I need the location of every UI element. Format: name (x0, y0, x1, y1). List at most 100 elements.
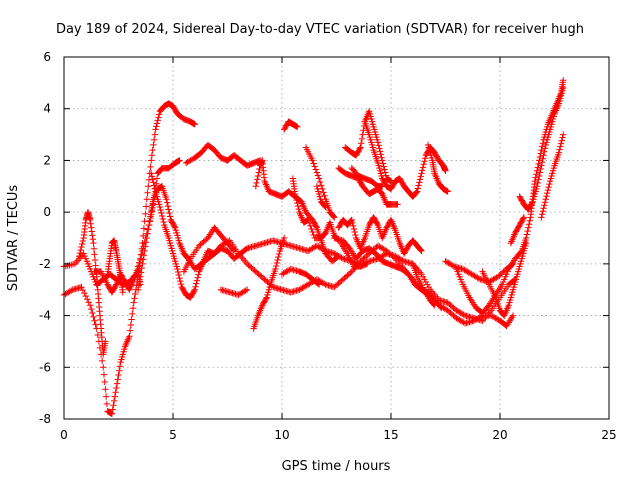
data-point (94, 331, 101, 339)
data-point (541, 199, 549, 206)
data-point (421, 155, 429, 162)
data-point (114, 376, 121, 383)
data-point (419, 167, 426, 174)
data-point (254, 172, 262, 180)
data-point (442, 167, 449, 174)
data-point (145, 183, 152, 190)
data-point (509, 312, 517, 319)
data-point (88, 305, 95, 313)
data-point (273, 259, 281, 267)
data-point (77, 253, 84, 261)
data-point (541, 145, 549, 152)
data-point (537, 165, 544, 173)
series-track-3 (76, 208, 109, 358)
data-point (413, 188, 421, 195)
x-axis-label: GPS time / hours (282, 459, 391, 474)
data-point (166, 209, 173, 217)
x-tick-label: 20 (492, 428, 507, 442)
data-point (136, 277, 143, 285)
plot-frame (63, 56, 610, 420)
data-point (111, 393, 119, 400)
data-point (357, 144, 364, 151)
data-point (88, 224, 95, 231)
data-point (230, 247, 238, 255)
data-point (315, 175, 323, 182)
data-point (356, 145, 363, 152)
data-point (113, 384, 120, 392)
data-point (546, 180, 553, 188)
data-point (293, 196, 300, 204)
series-track-19 (331, 234, 445, 312)
data-point (90, 239, 97, 247)
data-point (78, 243, 85, 251)
series-track-29 (479, 239, 530, 319)
data-point (359, 131, 366, 138)
data-point (254, 176, 261, 183)
data-point (78, 240, 86, 248)
data-point (137, 269, 145, 276)
data-points (60, 77, 567, 418)
data-point (148, 157, 155, 164)
data-point (156, 203, 164, 211)
data-point (308, 225, 315, 233)
data-point (380, 163, 387, 170)
data-point (533, 183, 541, 190)
data-point (164, 202, 172, 210)
data-point (381, 166, 388, 173)
data-point (555, 149, 563, 156)
data-point (528, 199, 536, 207)
series-track-32 (538, 131, 567, 221)
data-point (157, 206, 164, 214)
data-point (253, 179, 260, 187)
data-point (74, 257, 82, 264)
data-point (538, 214, 545, 221)
data-point (151, 185, 159, 192)
data-point (523, 231, 531, 238)
data-point (134, 286, 142, 293)
data-point (174, 265, 181, 273)
series-track-20 (342, 108, 395, 185)
series-track-22 (337, 239, 371, 270)
data-point (544, 189, 551, 197)
data-point (85, 299, 92, 306)
data-point (377, 151, 385, 158)
data-point (421, 158, 428, 165)
x-tick-label: 0 (60, 428, 68, 442)
data-point (540, 205, 547, 212)
data-point (436, 303, 444, 310)
data-point (321, 202, 329, 210)
data-point (78, 283, 85, 291)
data-point (536, 169, 544, 176)
data-point (135, 282, 143, 289)
data-point (191, 121, 198, 128)
data-point (152, 126, 159, 133)
data-point (139, 239, 146, 247)
data-point (526, 217, 533, 224)
data-point (115, 371, 122, 379)
data-point (155, 111, 163, 118)
data-point (143, 196, 151, 203)
data-point (146, 217, 153, 224)
data-point (148, 152, 156, 159)
data-point (376, 145, 383, 152)
data-point (112, 389, 119, 396)
data-point (229, 246, 237, 253)
data-point (416, 179, 423, 186)
data-point (98, 357, 106, 365)
x-tick-label: 5 (169, 428, 177, 442)
data-point (158, 209, 165, 217)
data-point (79, 286, 87, 294)
data-point (292, 193, 300, 201)
data-point (110, 402, 117, 409)
data-point (560, 77, 567, 84)
series-track-8 (182, 141, 264, 169)
data-point (318, 182, 325, 189)
data-point (90, 313, 97, 321)
data-point (522, 239, 530, 247)
data-point (163, 196, 170, 203)
data-point (89, 232, 96, 239)
data-point (153, 120, 161, 127)
data-point (141, 247, 148, 255)
data-point (132, 290, 139, 298)
data-point (137, 273, 144, 280)
